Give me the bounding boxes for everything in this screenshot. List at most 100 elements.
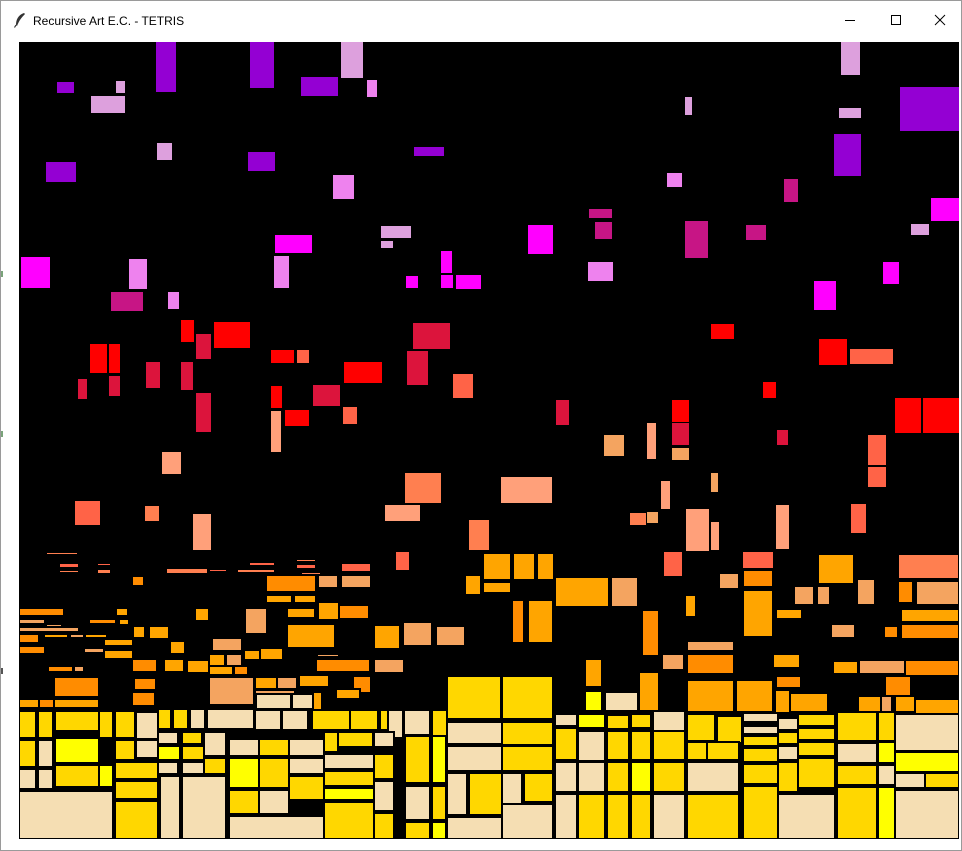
art-block	[584, 658, 603, 688]
art-block	[19, 626, 80, 633]
art-block	[686, 509, 709, 551]
art-block	[291, 693, 314, 710]
art-block	[157, 761, 179, 775]
art-block	[446, 721, 503, 745]
art-block	[373, 624, 401, 650]
art-block	[194, 607, 210, 622]
art-block	[73, 665, 85, 673]
art-block	[638, 671, 660, 712]
art-block	[431, 821, 447, 839]
art-block	[91, 96, 125, 113]
art-block	[341, 42, 363, 78]
art-block	[894, 772, 926, 789]
art-block	[236, 568, 276, 574]
art-block	[404, 821, 431, 839]
art-block	[610, 576, 639, 608]
art-block	[53, 698, 100, 709]
art-block	[69, 633, 85, 639]
art-block	[288, 757, 325, 775]
art-block	[742, 589, 774, 638]
art-block	[181, 320, 194, 342]
art-block	[406, 276, 418, 288]
art-block	[595, 222, 612, 239]
art-block	[405, 473, 441, 503]
art-block	[742, 763, 779, 785]
art-block	[816, 585, 831, 606]
art-block	[686, 640, 735, 652]
art-block	[883, 262, 899, 284]
art-block	[169, 640, 186, 655]
art-block	[203, 757, 227, 775]
art-block	[244, 607, 268, 635]
art-block	[446, 675, 502, 720]
art-block	[851, 504, 866, 533]
art-block	[716, 715, 743, 744]
art-block	[742, 569, 774, 588]
art-block	[577, 793, 606, 839]
art-block	[577, 730, 606, 762]
art-block	[228, 789, 260, 815]
art-block	[373, 780, 395, 812]
art-block	[258, 757, 290, 789]
art-block	[718, 572, 740, 590]
art-block	[501, 803, 554, 839]
art-block	[132, 625, 146, 639]
art-block	[528, 225, 553, 254]
art-block	[661, 653, 685, 671]
art-block	[54, 764, 100, 788]
art-block	[159, 775, 181, 839]
art-block	[57, 82, 74, 93]
art-block	[836, 786, 878, 839]
art-block	[181, 731, 203, 745]
art-block	[168, 292, 179, 309]
art-block	[157, 143, 172, 160]
art-block	[606, 761, 630, 793]
minimize-button[interactable]	[827, 1, 873, 39]
art-block	[103, 649, 134, 660]
art-block	[193, 514, 211, 550]
art-block	[116, 81, 125, 93]
art-block	[685, 97, 692, 115]
art-block	[54, 737, 100, 764]
art-block	[373, 658, 405, 674]
art-block	[37, 768, 54, 790]
art-block	[685, 221, 708, 258]
art-block	[877, 786, 896, 839]
art-block	[114, 739, 136, 761]
art-block	[554, 793, 578, 839]
art-block	[337, 731, 374, 748]
art-block	[297, 350, 309, 363]
art-canvas[interactable]	[19, 42, 959, 839]
art-block	[686, 653, 735, 675]
art-block	[258, 789, 290, 815]
art-block	[333, 175, 354, 199]
art-block	[554, 727, 578, 761]
art-block	[911, 224, 929, 235]
art-block	[37, 710, 54, 739]
art-block	[797, 741, 836, 757]
art-block	[482, 581, 512, 594]
art-block	[839, 108, 861, 118]
art-block	[115, 607, 129, 617]
art-block	[233, 665, 249, 676]
art-block	[109, 376, 120, 396]
art-block	[641, 609, 660, 657]
art-block	[295, 558, 317, 563]
art-block	[181, 745, 205, 761]
art-block	[90, 344, 107, 373]
art-block	[98, 710, 114, 739]
art-block	[281, 709, 309, 731]
close-button[interactable]	[917, 1, 962, 39]
art-block	[19, 607, 65, 617]
art-block	[250, 42, 274, 88]
art-block	[381, 226, 411, 238]
art-block	[777, 761, 799, 793]
art-block	[135, 711, 159, 740]
maximize-button[interactable]	[873, 1, 919, 39]
art-block	[536, 552, 555, 581]
art-block	[404, 735, 431, 784]
art-block	[19, 710, 37, 739]
art-block	[286, 607, 316, 619]
art-block	[285, 410, 309, 426]
title-bar[interactable]: Recursive Art E.C. - TETRIS	[1, 1, 961, 39]
